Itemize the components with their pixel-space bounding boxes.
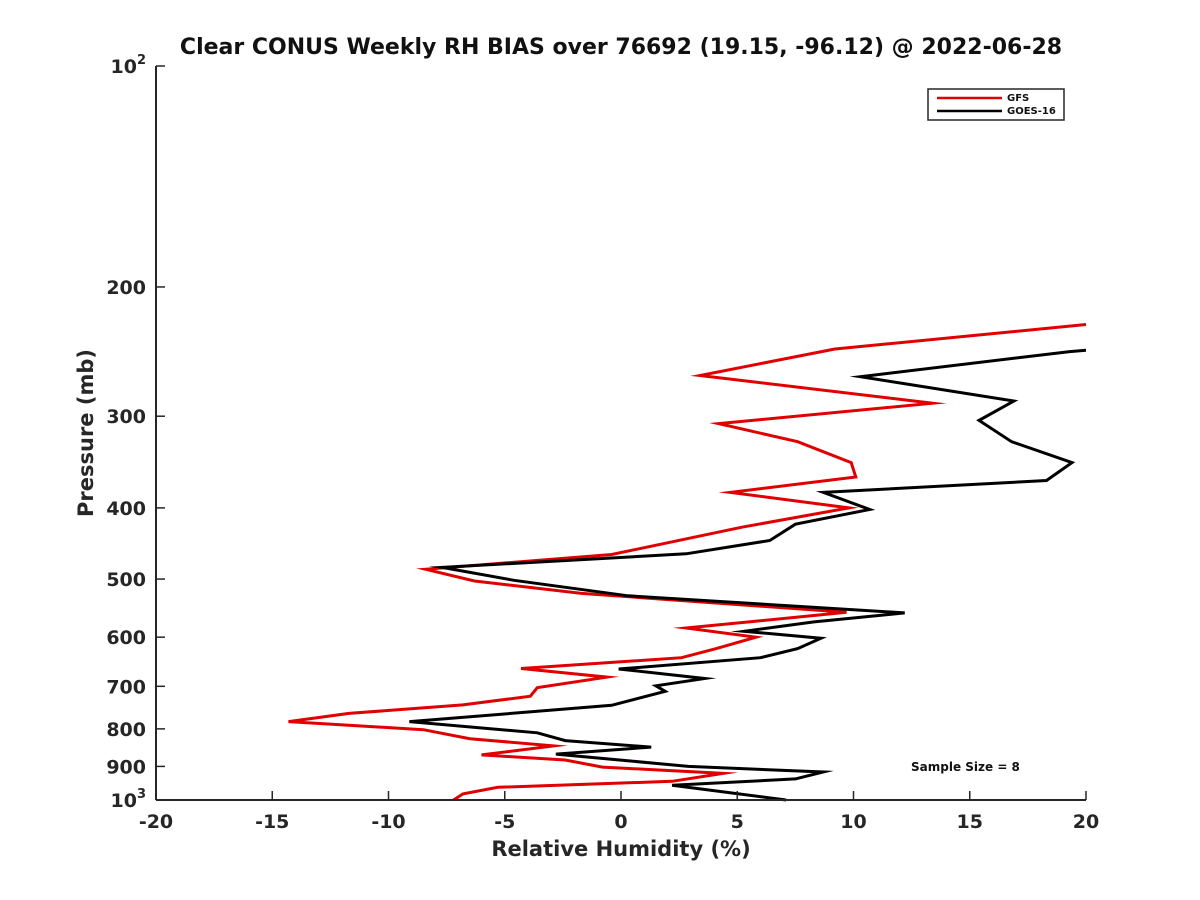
legend-label-gfs: GFS [1007,93,1029,104]
sample-size-annotation: Sample Size = 8 [911,760,1020,774]
y-tick-label: 800 [106,719,146,741]
y-tick-label: 900 [106,756,146,778]
x-tick-label: 15 [957,811,983,833]
x-tick-label: 10 [840,811,866,833]
x-ticks: -20 -15 -10 -5 0 5 10 15 20 [139,791,1099,833]
legend-label-goes-16: GOES-16 [1007,106,1056,117]
series-line-goes-16 [409,348,1087,802]
legend-box [927,88,1065,121]
x-tick-label: 0 [614,811,627,833]
y-ticks: 102 200 300 400 500 600 700 800 900 103 [106,53,165,812]
x-tick-label: -15 [255,811,289,833]
y-tick-label: 500 [106,569,146,591]
y-tick-label: 600 [106,627,146,649]
x-tick-label: 20 [1073,811,1099,833]
plot-area [156,66,1086,800]
x-axis-label: Relative Humidity (%) [491,837,750,861]
series-layer [288,323,1087,802]
x-tick-label: -5 [494,811,515,833]
y-tick-label: 102 [111,53,147,78]
x-tick-label: -10 [371,811,405,833]
y-tick-label: 300 [106,406,146,428]
x-tick-label: 5 [731,811,744,833]
y-tick-label: 103 [111,787,147,812]
x-tick-label: -20 [139,811,173,833]
chart-title: Clear CONUS Weekly RH BIAS over 76692 (1… [180,35,1062,60]
y-axis-label: Pressure (mb) [74,349,98,517]
y-tick-label: 400 [106,498,146,520]
legend: GFS GOES-16 [927,88,1065,121]
plot-background [156,66,1086,800]
y-tick-label: 200 [106,277,146,299]
y-tick-label: 700 [106,676,146,698]
series-line-gfs [288,323,1087,802]
